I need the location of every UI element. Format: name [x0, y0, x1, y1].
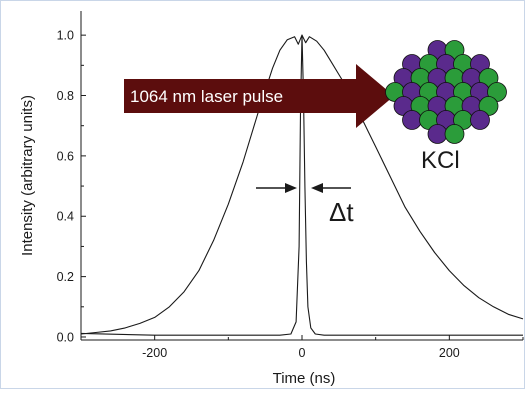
y-tick-label: 0.8: [57, 89, 74, 103]
ion-sphere: [427, 124, 448, 144]
delta-t-label: Δt: [329, 197, 354, 227]
x-ticks: -200 0 200: [80, 335, 524, 360]
left-width-arrowhead: [285, 183, 297, 193]
y-tick-label: 0.4: [57, 210, 74, 224]
ion-sphere: [444, 124, 465, 144]
y-axis-label: Intensity (arbitrary units): [19, 95, 36, 256]
laser-arrow-shape: [124, 64, 394, 128]
x-tick-label: 0: [299, 346, 306, 360]
y-tick-label: 0.0: [57, 330, 74, 344]
series-line-1: [80, 34, 524, 335]
pulse-width-marker: Δt: [256, 183, 354, 227]
x-axis-label: Time (ns): [273, 370, 336, 387]
ion-sphere: [470, 110, 490, 130]
y-tick-label: 0.2: [57, 270, 74, 284]
laser-pulse-label: 1064 nm laser pulse: [130, 87, 283, 106]
ion-sphere: [402, 110, 422, 130]
laser-pulse-arrow: 1064 nm laser pulse: [124, 64, 394, 128]
x-tick-label: 200: [439, 346, 460, 360]
x-tick-label: -200: [142, 346, 167, 360]
kcl-crystal-icon: [385, 40, 507, 144]
y-ticks: 0.0 0.2 0.4 0.6 0.8 1.0: [57, 29, 86, 344]
right-width-arrowhead: [311, 183, 323, 193]
kcl-label: KCl: [421, 147, 460, 174]
y-tick-label: 0.6: [57, 149, 74, 163]
y-tick-label: 1.0: [57, 29, 74, 43]
